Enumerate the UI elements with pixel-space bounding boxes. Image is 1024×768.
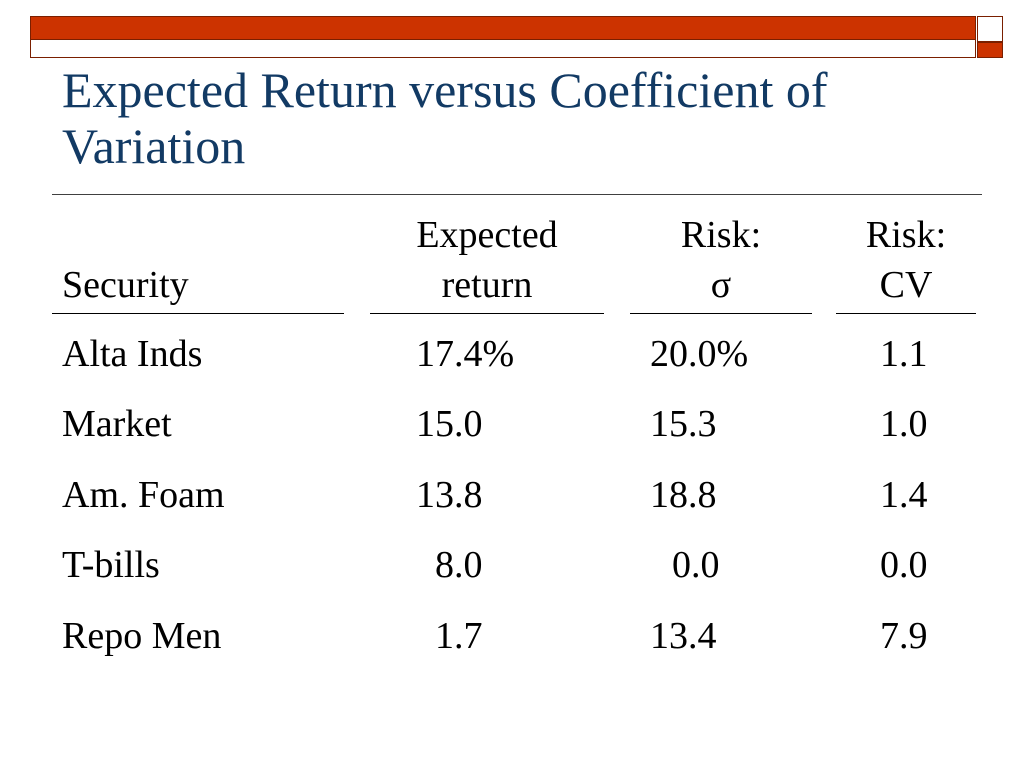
header-rule-expected — [370, 313, 604, 314]
cell-security: Am. Foam — [62, 474, 225, 516]
top-accent-band — [30, 40, 976, 58]
cell-risk-sigma: 18.8 — [650, 474, 717, 516]
title-divider — [52, 194, 982, 195]
cell-expected-return: 17.4% — [416, 333, 515, 375]
header-rule-risk-sigma — [630, 313, 812, 314]
cell-security: Alta Inds — [62, 333, 203, 375]
cell-risk-cv: 0.0 — [880, 544, 928, 586]
cell-security: Repo Men — [62, 615, 222, 657]
cell-security: T-bills — [62, 544, 160, 586]
cell-expected-return: 1.7 — [435, 615, 483, 657]
slide-title: Expected Return versus Coefficient of Va… — [62, 62, 828, 174]
cell-risk-sigma: 13.4 — [650, 615, 717, 657]
cell-risk-cv: 1.4 — [880, 474, 928, 516]
cell-expected-return: 13.8 — [416, 474, 483, 516]
header-security: Security — [62, 264, 189, 306]
cell-risk-cv: 1.1 — [880, 333, 928, 375]
cell-risk-cv: 1.0 — [880, 403, 928, 445]
cell-risk-sigma: 15.3 — [650, 403, 717, 445]
cell-risk-sigma: 0.0 — [672, 544, 720, 586]
corner-square-white — [977, 16, 1003, 42]
cell-expected-return: 8.0 — [435, 544, 483, 586]
header-risk-sigma-line2: σ — [710, 264, 732, 306]
cell-security: Market — [62, 403, 172, 445]
header-expected-line1: Expected — [416, 214, 558, 256]
header-risk-cv-line1: Risk: — [865, 214, 947, 256]
header-risk-cv-line2: CV — [879, 264, 933, 306]
cell-expected-return: 15.0 — [416, 403, 483, 445]
header-rule-security — [52, 313, 344, 314]
top-accent-bar — [30, 16, 976, 40]
header-expected-line2: return — [441, 264, 533, 306]
cell-risk-sigma: 20.0% — [650, 333, 749, 375]
corner-square-red — [977, 42, 1003, 58]
cell-risk-cv: 7.9 — [880, 615, 928, 657]
header-risk-sigma-line1: Risk: — [680, 214, 762, 256]
header-rule-risk-cv — [836, 313, 976, 314]
